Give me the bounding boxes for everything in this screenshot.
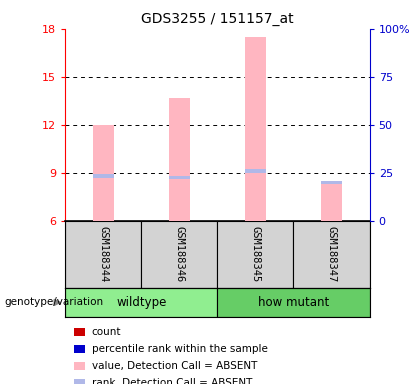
Bar <box>294 221 370 288</box>
Text: count: count <box>92 327 121 337</box>
Title: GDS3255 / 151157_at: GDS3255 / 151157_at <box>141 12 294 26</box>
Text: percentile rank within the sample: percentile rank within the sample <box>92 344 268 354</box>
Bar <box>169 176 190 179</box>
Bar <box>92 174 114 178</box>
Bar <box>321 184 342 221</box>
Text: genotype/variation: genotype/variation <box>4 297 103 308</box>
Text: wildtype: wildtype <box>116 296 166 309</box>
Text: GSM188345: GSM188345 <box>250 226 260 283</box>
Text: GSM188347: GSM188347 <box>326 226 336 283</box>
Bar <box>321 180 342 184</box>
Text: GSM188346: GSM188346 <box>174 226 184 283</box>
Bar <box>65 221 141 288</box>
Text: rank, Detection Call = ABSENT: rank, Detection Call = ABSENT <box>92 378 252 384</box>
Bar <box>218 288 370 317</box>
Text: GSM188344: GSM188344 <box>98 226 108 283</box>
Bar <box>92 125 114 221</box>
Bar <box>245 37 266 221</box>
Bar <box>218 221 294 288</box>
Bar <box>65 288 218 317</box>
Text: how mutant: how mutant <box>258 296 329 309</box>
Bar <box>169 98 190 221</box>
Bar <box>245 169 266 173</box>
Text: value, Detection Call = ABSENT: value, Detection Call = ABSENT <box>92 361 257 371</box>
Bar <box>141 221 218 288</box>
